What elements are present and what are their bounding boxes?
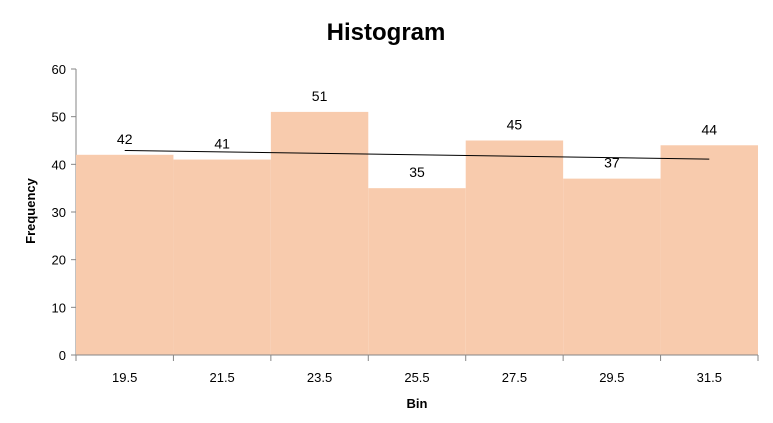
y-tick-label: 0	[59, 348, 66, 363]
y-tick-label: 20	[52, 253, 66, 268]
x-tick-label: 21.5	[209, 370, 234, 385]
x-tick-label: 25.5	[404, 370, 429, 385]
y-tick-label: 50	[52, 110, 66, 125]
data-label: 44	[701, 121, 717, 137]
bars	[76, 111, 758, 356]
data-label: 51	[312, 88, 328, 104]
bar	[660, 145, 758, 355]
data-label: 37	[604, 155, 620, 171]
trendline	[124, 150, 710, 160]
x-tick-label: 31.5	[697, 370, 722, 385]
x-tick-label: 19.5	[112, 370, 137, 385]
bar	[76, 154, 174, 355]
y-axis: 0 10 20 30 40 50 60	[52, 62, 77, 363]
data-label: 45	[507, 117, 523, 133]
bar	[465, 140, 564, 355]
x-axis-title: Bin	[407, 396, 428, 411]
bar	[563, 178, 661, 355]
data-labels: 42 41 51 35 45 37 44	[117, 88, 717, 180]
x-tick-label: 23.5	[307, 370, 332, 385]
y-tick-label: 60	[52, 62, 66, 77]
x-tick-label: 29.5	[599, 370, 624, 385]
data-label: 35	[409, 164, 425, 180]
trendline-group	[124, 150, 710, 160]
y-tick-label: 30	[52, 205, 66, 220]
bar	[270, 111, 369, 356]
bar	[173, 159, 271, 355]
y-axis-title: Frequency	[23, 177, 38, 244]
chart-title: Histogram	[327, 19, 446, 46]
y-tick-label: 40	[52, 157, 66, 172]
data-label: 41	[214, 136, 230, 152]
data-label: 42	[117, 131, 133, 147]
x-axis: 19.5 21.5 23.5 25.5 27.5 29.5 31.5	[75, 354, 759, 385]
bar	[368, 188, 466, 355]
y-tick-label: 10	[52, 300, 66, 315]
x-tick-label: 27.5	[502, 370, 527, 385]
